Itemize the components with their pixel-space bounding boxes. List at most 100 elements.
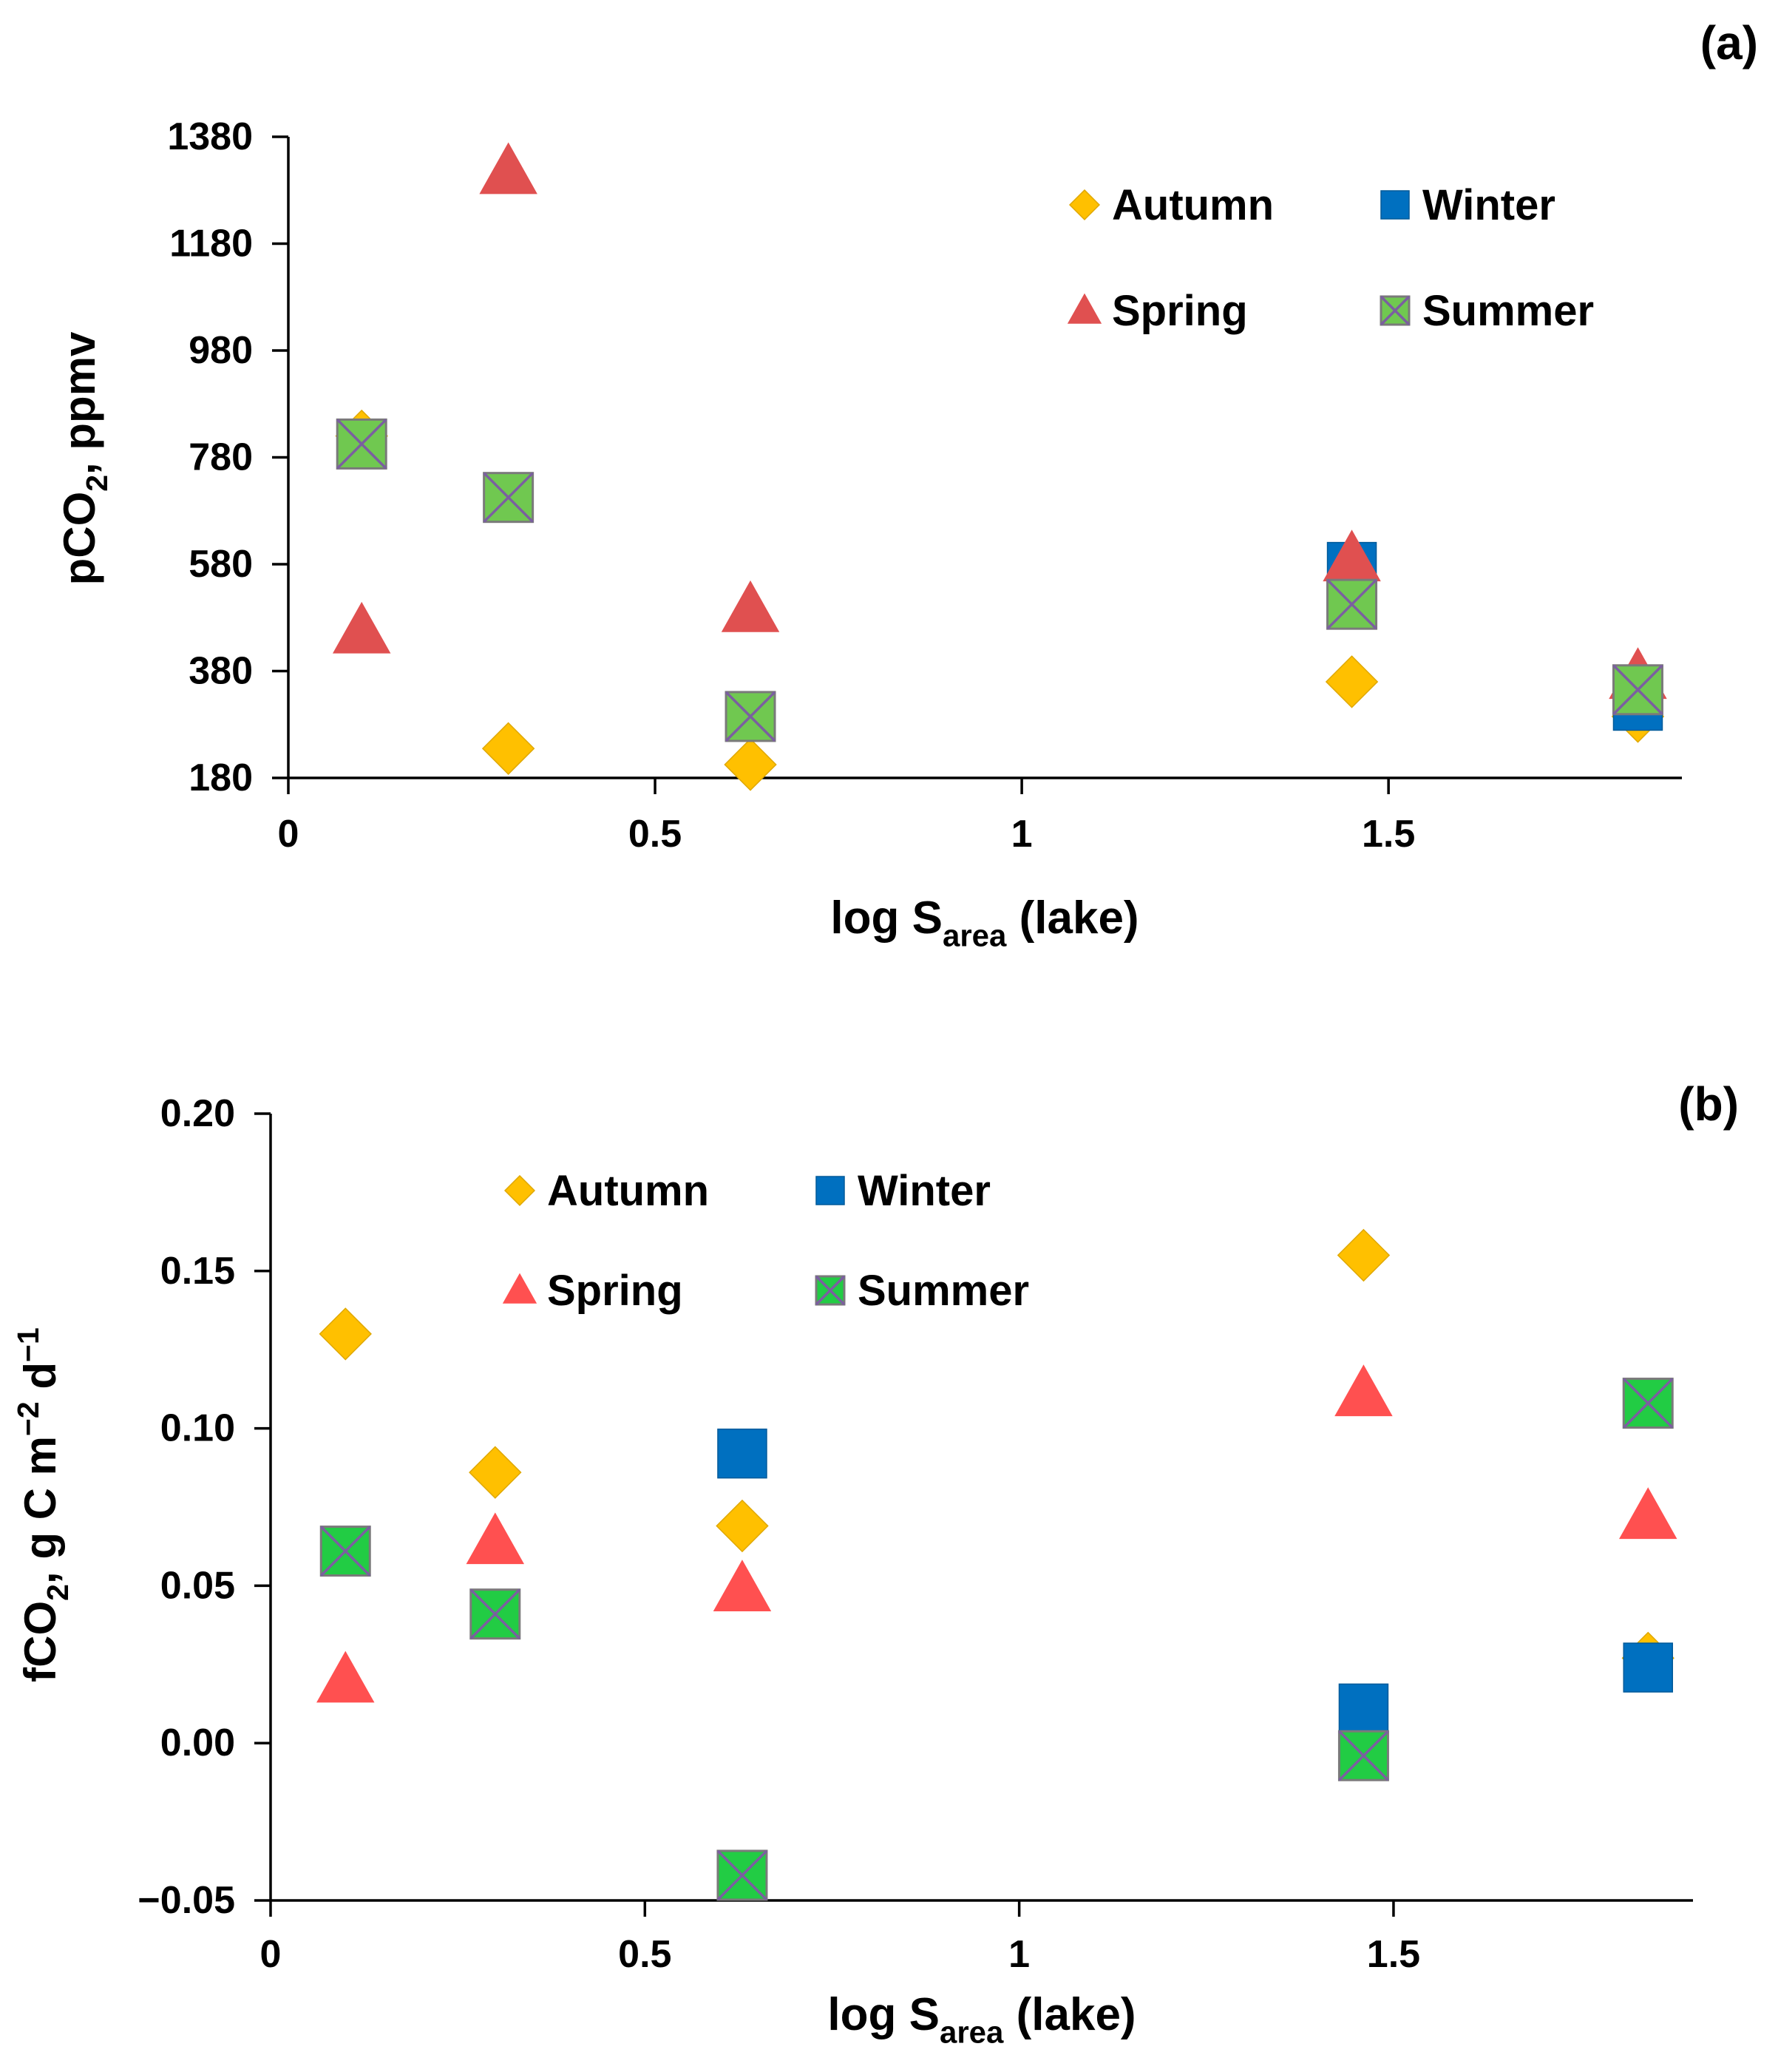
point-summer-cross-b xyxy=(1612,664,1663,716)
y-axis-label-part: −2 xyxy=(11,1401,45,1436)
y-tick-label: 180 xyxy=(189,756,253,799)
legend-marker-autumn xyxy=(503,1174,536,1207)
x-tick-label: 0.5 xyxy=(628,813,682,856)
legend: Autumn Winter Spring Summer xyxy=(502,1167,1029,1315)
series-autumn xyxy=(319,1228,1674,1685)
y-axis-label: pCO2, ppmv xyxy=(55,331,114,585)
point-spring xyxy=(479,142,537,194)
point-summer-cross-b xyxy=(725,691,776,742)
panel-a-pco2-chart: 180 380 580 780 980 1180 1380 0 0.5 1 1.5 log Sarea… xyxy=(55,16,1758,952)
point-summer xyxy=(725,691,776,742)
point-autumn xyxy=(319,1307,372,1361)
point-spring xyxy=(316,1651,375,1703)
legend: Autumn Winter Spring Summer xyxy=(1067,181,1594,335)
point-summer-cross-b xyxy=(483,472,534,523)
point-spring xyxy=(713,1560,772,1612)
point-autumn xyxy=(481,722,535,775)
y-axis-label-part: 2 xyxy=(41,1584,75,1601)
point-autumn xyxy=(1325,655,1379,708)
point-summer xyxy=(319,1526,371,1577)
x-axis-label: log Sarea (lake) xyxy=(830,893,1139,952)
x-axis-label-part: area xyxy=(940,2014,1004,2049)
legend-label-autumn: Autumn xyxy=(547,1167,709,1215)
point-spring xyxy=(1619,1487,1677,1540)
point-summer-cross-b xyxy=(1623,1378,1674,1429)
legend-label-summer: Summer xyxy=(858,1267,1029,1315)
point-summer xyxy=(716,1849,768,1901)
point-summer xyxy=(469,1588,521,1640)
y-tick-label: 780 xyxy=(189,436,253,479)
legend-marker-winter xyxy=(1380,190,1410,220)
y-tick-label: 0.20 xyxy=(160,1092,235,1135)
y-tick-label: 580 xyxy=(189,543,253,586)
y-axis-label-part: −1 xyxy=(11,1327,45,1362)
legend-marker-summer-cross-b xyxy=(1380,295,1411,326)
legend-label-spring: Spring xyxy=(547,1267,683,1315)
series-spring xyxy=(316,1364,1677,1703)
y-tick-label: −0.05 xyxy=(138,1879,235,1922)
x-tick-label: 0.5 xyxy=(618,1933,671,1976)
point-autumn xyxy=(716,1499,769,1553)
point-summer xyxy=(483,472,535,524)
series-winter xyxy=(717,1428,1673,1734)
point-summer-cross-b xyxy=(469,1588,521,1639)
point-summer xyxy=(336,418,387,470)
point-summer xyxy=(1612,664,1663,716)
panel-label: (b) xyxy=(1678,1077,1739,1131)
legend-marker-summer-cross-b xyxy=(815,1275,846,1306)
y-axis-label-part: , g C m xyxy=(16,1436,65,1584)
point-winter xyxy=(1623,1642,1673,1693)
panel-b-fco2-chart: −0.05 0.00 0.05 0.10 0.15 0.20 0 0.5 1 1.5 log Sar… xyxy=(11,1077,1739,2049)
y-axis-label-part: fCO xyxy=(16,1601,65,1682)
point-summer-cross-b xyxy=(1326,578,1377,630)
point-summer xyxy=(1326,578,1378,630)
series-winter xyxy=(725,541,1663,742)
series-autumn xyxy=(335,409,1665,791)
x-axis-label-part: (lake) xyxy=(1003,1989,1136,2040)
y-tick-label: 1180 xyxy=(169,223,253,265)
x-tick-label: 1.5 xyxy=(1362,813,1415,856)
x-axis-label: log Sarea (lake) xyxy=(827,1989,1136,2049)
legend-marker-autumn xyxy=(1068,189,1101,221)
legend-label-summer: Summer xyxy=(1422,287,1594,335)
x-tick-label: 1 xyxy=(1011,813,1033,856)
series-summer xyxy=(336,418,1663,742)
point-winter xyxy=(717,1428,767,1479)
point-summer xyxy=(1337,1730,1389,1781)
point-summer-cross-b xyxy=(1338,1730,1389,1781)
x-axis-label-part: area xyxy=(943,918,1007,952)
legend-marker-summer xyxy=(1380,295,1411,326)
x-axis-label-part: (lake) xyxy=(1006,893,1139,944)
point-spring xyxy=(332,601,391,654)
point-summer-cross-b xyxy=(336,419,387,470)
point-autumn xyxy=(724,738,777,791)
legend-marker-spring xyxy=(502,1273,537,1304)
y-tick-label: 0.10 xyxy=(160,1407,235,1450)
y-axis-label: fCO2, g C m−2 d−1 xyxy=(11,1327,75,1682)
legend-label-spring: Spring xyxy=(1112,287,1248,335)
point-summer-cross-b xyxy=(320,1526,371,1577)
y-axis-label-part: pCO xyxy=(55,492,104,586)
point-autumn xyxy=(469,1446,522,1499)
series-summer xyxy=(319,1378,1674,1901)
x-tick-label: 1 xyxy=(1008,1933,1030,1976)
y-axis-label-part: 2 xyxy=(80,475,114,492)
point-summer-cross-b xyxy=(716,1849,768,1901)
point-spring xyxy=(466,1512,525,1565)
point-spring xyxy=(1334,1364,1393,1417)
y-axis-label-part: d xyxy=(16,1362,65,1401)
legend-label-winter: Winter xyxy=(858,1167,991,1215)
x-tick-label: 0 xyxy=(260,1933,282,1976)
y-tick-label: 0.05 xyxy=(160,1564,235,1607)
y-tick-label: 0.00 xyxy=(160,1721,235,1764)
y-tick-label: 0.15 xyxy=(160,1250,235,1293)
legend-label-winter: Winter xyxy=(1422,181,1555,229)
x-tick-label: 1.5 xyxy=(1367,1933,1420,1976)
point-autumn xyxy=(1337,1228,1391,1282)
panel-label: (a) xyxy=(1700,16,1758,70)
legend-label-autumn: Autumn xyxy=(1112,181,1274,229)
point-spring xyxy=(721,580,780,632)
y-tick-label: 980 xyxy=(189,329,253,372)
point-summer xyxy=(1622,1378,1674,1429)
